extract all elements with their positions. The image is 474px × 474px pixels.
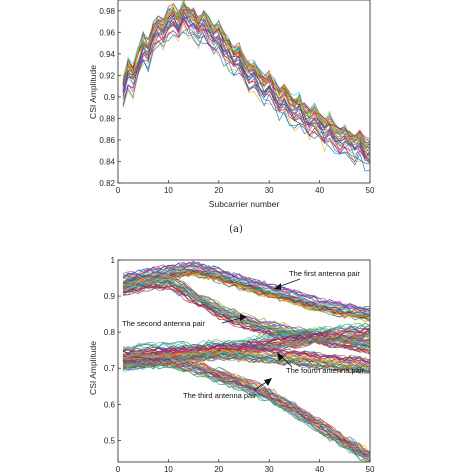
chart-a-series-1-trace-17 — [122, 20, 370, 163]
chart-b-series-4-trace-20 — [122, 345, 370, 365]
chart-b-ytick-label: 0.8 — [104, 328, 116, 337]
annotation-fourth-pair-label: The fourth antenna pair — [286, 366, 364, 375]
chart-b-series-2-trace-34 — [122, 283, 370, 351]
chart-b-series-4-trace-15 — [122, 345, 370, 364]
chart-b-ylabel: CSI Amplitude — [88, 341, 98, 395]
chart-b-series-5-trace-31 — [122, 356, 370, 456]
chart-b-series-5-trace-32 — [122, 358, 370, 456]
chart-a: 0 10 20 30 40 50 0.82 0.84 0.86 0.88 0.9 0.92 0.94 0.… — [88, 0, 375, 235]
chart-b-series-5-trace-4 — [122, 361, 370, 458]
chart-b-ytick-label: 0.7 — [104, 364, 116, 373]
chart-a-series-1-trace-32 — [122, 5, 370, 146]
annotation-first-pair-label: The first antenna pair — [289, 269, 360, 278]
annotation-first-pair: The first antenna pair — [274, 269, 360, 290]
chart-a-series-1-trace-13 — [122, 19, 370, 162]
chart-b-series-5-trace-12 — [122, 360, 370, 459]
chart-a-ytick-label: 0.92 — [99, 71, 115, 80]
chart-a-ytick-label: 0.9 — [104, 93, 116, 102]
annotation-first-pair-arrow — [277, 278, 301, 288]
chart-b-series-5-trace-34 — [122, 354, 370, 456]
chart-a-series — [122, 0, 370, 172]
chart-a-ytick-label: 0.86 — [99, 136, 115, 145]
chart-a-xlabel: Subcarrier number — [209, 199, 280, 209]
chart-a-series-1-trace-24 — [122, 17, 370, 163]
chart-a-series-1-trace-30 — [122, 8, 370, 153]
annotation-third-pair-arrowhead — [264, 378, 272, 386]
chart-b-series-1-trace-26 — [122, 267, 370, 318]
chart-b-series-1-trace-29 — [122, 261, 370, 310]
annotation-fourth-pair: The fourth antenna pair — [277, 352, 364, 375]
chart-a-xtick-label: 10 — [164, 186, 173, 195]
chart-a-ytick-label: 0.88 — [99, 114, 115, 123]
chart-b-series-2-trace-27 — [122, 278, 370, 349]
chart-a-xtick-label: 40 — [315, 186, 324, 195]
chart-b-ticks: 0 10 20 30 40 50 0.5 0.6 0.7 0.8 0.9 1 — [104, 256, 375, 474]
chart-b-series-5-trace-18 — [122, 360, 370, 459]
chart-b-series-5-trace-30 — [122, 352, 370, 452]
chart-b-series-1-trace-19 — [122, 261, 370, 312]
chart-b-series-5-trace-23 — [122, 362, 370, 462]
annotation-third-pair: The third antenna pair — [183, 378, 272, 400]
chart-a-caption: (a) — [229, 224, 243, 235]
chart-a-ytick-label: 0.84 — [99, 157, 115, 166]
chart-a-series-1-trace-29 — [122, 18, 370, 161]
chart-a-series-1-trace-33 — [122, 5, 370, 145]
chart-a-xtick-label: 20 — [214, 186, 223, 195]
chart-b-series-5-trace-33 — [122, 362, 370, 462]
chart-a-xtick-label: 0 — [116, 186, 121, 195]
chart-b-series-1-trace-34 — [122, 267, 370, 316]
chart-b-series-5-trace-28 — [122, 359, 370, 460]
chart-b-series — [122, 260, 370, 462]
annotation-second-pair-arrow — [221, 317, 243, 324]
chart-b-series-3-trace-32 — [122, 322, 370, 350]
chart-b-ytick-label: 0.6 — [104, 400, 116, 409]
chart-b-ytick-label: 0.9 — [104, 292, 116, 301]
annotation-fourth-pair-arrowhead — [277, 352, 284, 361]
chart-b-xtick-label: 50 — [366, 465, 375, 474]
chart-b-series-5-trace-24 — [122, 360, 370, 462]
chart-b-series-4-trace-32 — [122, 343, 370, 363]
annotation-second-pair-arrowhead — [240, 314, 247, 321]
annotation-third-pair-label: The third antenna pair — [183, 391, 257, 400]
chart-b: 0 10 20 30 40 50 0.5 0.6 0.7 0.8 0.9 1 CSI Amplitud… — [88, 256, 375, 474]
chart-a-series-1-trace-1 — [122, 30, 370, 172]
chart-a-ylabel: CSI Amplitude — [88, 65, 98, 119]
chart-b-frame — [117, 259, 371, 463]
chart-b-series-1-trace-31 — [122, 262, 370, 312]
chart-b-series-5-trace-27 — [122, 360, 370, 462]
chart-a-ytick-label: 0.82 — [99, 179, 115, 188]
chart-b-xtick-label: 20 — [214, 465, 223, 474]
chart-b-series-5-trace-25 — [122, 355, 370, 456]
annotation-first-pair-arrowhead — [274, 283, 281, 290]
chart-a-series-1-trace-21 — [122, 28, 370, 164]
chart-a-frame — [117, 0, 371, 184]
annotation-third-pair-arrow — [253, 380, 269, 391]
chart-a-ytick-label: 0.96 — [99, 28, 115, 37]
chart-a-series-1-trace-31 — [122, 14, 370, 160]
chart-a-series-1-trace-34 — [122, 13, 370, 159]
chart-a-ticks: 0 10 20 30 40 50 0.82 0.84 0.86 0.88 0.9 0.92 0.94 0.… — [99, 7, 375, 195]
chart-b-xtick-label: 30 — [265, 465, 274, 474]
chart-b-series-5-trace-14 — [122, 350, 370, 454]
chart-a-ytick-label: 0.94 — [99, 50, 115, 59]
chart-b-xtick-label: 0 — [116, 465, 121, 474]
chart-a-ytick-label: 0.98 — [99, 7, 115, 16]
annotation-second-pair-label: The second antenna pair — [122, 319, 205, 328]
chart-b-ytick-label: 0.5 — [104, 436, 116, 445]
chart-a-xtick-label: 50 — [366, 186, 375, 195]
chart-a-series-1-trace-3 — [122, 23, 370, 165]
chart-b-xtick-label: 40 — [315, 465, 324, 474]
chart-b-ytick-label: 1 — [111, 256, 116, 265]
annotation-second-pair: The second antenna pair — [122, 314, 247, 328]
chart-b-xtick-label: 10 — [164, 465, 173, 474]
chart-b-series-5-trace-26 — [122, 363, 369, 462]
chart-a-xtick-label: 30 — [265, 186, 274, 195]
